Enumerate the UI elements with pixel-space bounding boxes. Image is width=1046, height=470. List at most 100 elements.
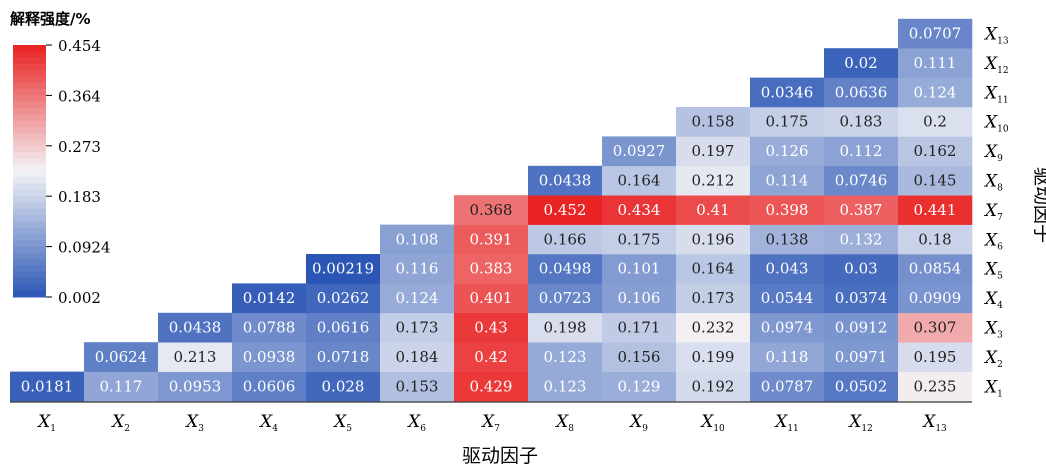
heatmap-cell xyxy=(528,165,603,196)
legend-color-step xyxy=(13,183,46,191)
heatmap-cell xyxy=(380,342,455,372)
heatmap-cell xyxy=(602,283,677,314)
heatmap-cell xyxy=(528,224,603,255)
heatmap-cell xyxy=(750,342,825,372)
cell-value-label: 0.123 xyxy=(544,348,587,366)
heatmap-cell xyxy=(602,195,677,225)
x-tick-label: X13 xyxy=(921,412,947,434)
cell-value-label: 0.0502 xyxy=(835,377,888,395)
heatmap-cell xyxy=(676,371,751,402)
cell-value-label: 0.0854 xyxy=(909,260,962,278)
x-tick-label: X9 xyxy=(628,412,648,434)
legend-color-step xyxy=(13,120,46,128)
heatmap-cell xyxy=(602,136,677,167)
cell-value-label: 0.101 xyxy=(618,260,661,278)
cell-value-label: 0.307 xyxy=(914,319,957,337)
cell-value-label: 0.116 xyxy=(396,260,439,278)
heatmap-cell xyxy=(898,18,973,49)
cell-value-label: 0.162 xyxy=(914,142,957,160)
cell-value-label: 0.0707 xyxy=(909,25,962,43)
cell-value-label: 0.199 xyxy=(692,348,735,366)
cell-value-label: 0.164 xyxy=(692,260,735,278)
heatmap-cell xyxy=(676,254,751,284)
heatmap-cell xyxy=(380,371,455,402)
cell-value-label: 0.192 xyxy=(692,377,735,395)
cell-value-label: 0.197 xyxy=(692,142,735,160)
cell-value-label: 0.0974 xyxy=(761,319,814,337)
cell-value-label: 0.124 xyxy=(914,83,957,101)
heatmap-cell xyxy=(898,371,973,402)
heatmap-cell xyxy=(306,254,381,284)
cell-value-label: 0.0544 xyxy=(761,289,814,307)
heatmap-cell xyxy=(232,312,307,343)
heatmap-cell xyxy=(528,371,603,402)
legend-color-step xyxy=(13,89,46,96)
heatmap-cell xyxy=(454,224,529,255)
cell-value-label: 0.0346 xyxy=(761,83,814,101)
heatmap-cell xyxy=(158,312,233,343)
cell-value-label: 0.118 xyxy=(766,348,809,366)
cell-value-label: 0.173 xyxy=(396,319,439,337)
legend-color-step xyxy=(13,152,46,159)
cell-value-label: 0.132 xyxy=(840,230,883,248)
cell-value-label: 0.0723 xyxy=(539,289,592,307)
legend-color-step xyxy=(13,114,46,122)
heatmap-cell xyxy=(306,312,381,343)
heatmap-cell xyxy=(676,224,751,255)
legend-tick-label: 0.0924 xyxy=(58,239,111,257)
cell-value-label: 0.434 xyxy=(618,201,661,219)
x-tick-label: X10 xyxy=(699,412,725,434)
y-axis-ticks: X1 X2 X3 X4 X5 X6 X7 X8 X9 X10 X11 X12 X13 xyxy=(983,25,1009,400)
heatmap-cell xyxy=(750,136,825,167)
legend-color-step xyxy=(13,76,46,84)
legend-color-step xyxy=(13,101,46,109)
heatmap-cell xyxy=(380,254,455,284)
cell-value-label: 0.117 xyxy=(100,377,143,395)
legend-color-step xyxy=(13,284,46,292)
legend-tick-label: 0.273 xyxy=(58,138,101,156)
heatmap-cell xyxy=(898,342,973,372)
heatmap-cell xyxy=(232,283,307,314)
x-tick-label: X12 xyxy=(847,412,873,434)
heatmap-cell xyxy=(824,107,899,137)
legend-color-step xyxy=(13,252,46,260)
heatmap-cell xyxy=(528,254,603,284)
heatmap-cell xyxy=(676,312,751,343)
legend-tick-label: 0.183 xyxy=(58,188,101,206)
legend-color-step xyxy=(13,145,46,153)
heatmap-cell xyxy=(454,371,529,402)
cell-value-label: 0.391 xyxy=(470,230,513,248)
heatmap-cell xyxy=(750,107,825,137)
cell-value-label: 0.0181 xyxy=(21,377,74,395)
cell-value-label: 0.0971 xyxy=(835,348,888,366)
cell-value-label: 0.158 xyxy=(692,113,735,131)
legend-color-step xyxy=(13,221,46,229)
y-tick-label: X5 xyxy=(983,260,1003,282)
heatmap-cell xyxy=(750,283,825,314)
heatmap-cell xyxy=(824,77,899,108)
cell-value-label: 0.429 xyxy=(470,377,513,395)
legend-color-step xyxy=(13,51,46,59)
y-tick-label: X7 xyxy=(983,201,1003,223)
cell-value-label: 0.42 xyxy=(474,348,507,366)
legend-color-step xyxy=(13,126,46,134)
cell-value-label: 0.0438 xyxy=(169,319,222,337)
legend-color-step xyxy=(13,271,46,279)
legend-color-step xyxy=(13,196,46,203)
legend-color-step xyxy=(13,57,46,65)
heatmap-cell xyxy=(676,107,751,137)
legend-color-step xyxy=(13,171,46,178)
x-tick-label: X4 xyxy=(258,412,278,434)
y-tick-label: X3 xyxy=(983,319,1003,341)
heatmap-cell xyxy=(824,195,899,225)
cell-value-label: 0.43 xyxy=(474,319,507,337)
legend-title: 解释强度/% xyxy=(10,10,91,28)
heatmap-cell xyxy=(824,165,899,196)
cell-value-label: 0.0938 xyxy=(243,348,296,366)
cell-value-label: 0.398 xyxy=(766,201,809,219)
legend-color-step xyxy=(13,208,46,216)
legend-color-step xyxy=(13,108,46,115)
heatmap-cell xyxy=(898,312,973,343)
heatmap-cell xyxy=(84,342,159,372)
heatmap-cell xyxy=(824,254,899,284)
